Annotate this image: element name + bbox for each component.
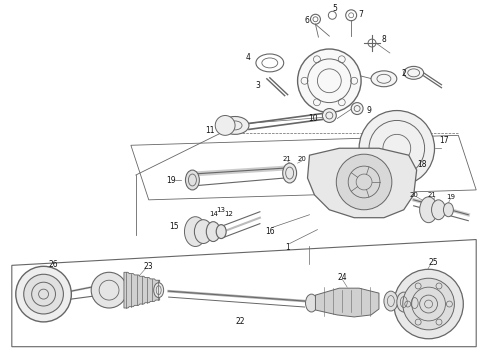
Text: 1: 1 (285, 243, 290, 252)
Circle shape (215, 116, 235, 135)
Ellipse shape (408, 293, 421, 313)
Ellipse shape (432, 200, 445, 220)
Circle shape (91, 272, 127, 308)
Text: 17: 17 (440, 136, 449, 145)
Ellipse shape (443, 203, 453, 217)
Polygon shape (308, 148, 416, 218)
Text: 25: 25 (429, 258, 439, 267)
Text: 3: 3 (255, 81, 260, 90)
Text: 22: 22 (235, 318, 245, 327)
Ellipse shape (221, 117, 249, 134)
Ellipse shape (216, 225, 226, 239)
Ellipse shape (154, 283, 164, 298)
Text: 23: 23 (144, 262, 153, 271)
Text: 7: 7 (359, 10, 364, 19)
Ellipse shape (206, 222, 220, 242)
Circle shape (16, 266, 72, 322)
Text: 9: 9 (367, 106, 371, 115)
Polygon shape (124, 272, 160, 308)
Ellipse shape (184, 217, 206, 247)
Text: 21: 21 (282, 156, 291, 162)
Text: 11: 11 (205, 126, 215, 135)
Ellipse shape (384, 291, 398, 311)
Ellipse shape (404, 66, 424, 79)
Ellipse shape (283, 163, 296, 183)
Circle shape (351, 103, 363, 114)
Text: 18: 18 (417, 159, 426, 168)
Ellipse shape (306, 294, 318, 312)
Circle shape (359, 111, 435, 186)
Text: 5: 5 (332, 4, 337, 13)
Ellipse shape (397, 292, 411, 312)
Circle shape (403, 278, 454, 330)
Text: 24: 24 (338, 273, 347, 282)
Circle shape (24, 274, 63, 314)
Text: 20: 20 (297, 156, 306, 162)
Circle shape (322, 109, 336, 122)
Text: 15: 15 (169, 222, 178, 231)
Text: 4: 4 (245, 53, 250, 62)
Text: 20: 20 (409, 192, 418, 198)
Circle shape (297, 49, 361, 113)
Ellipse shape (419, 197, 438, 223)
Text: 13: 13 (217, 207, 226, 213)
Ellipse shape (195, 220, 212, 243)
Text: 21: 21 (427, 192, 436, 198)
Text: 12: 12 (225, 211, 234, 217)
Text: 16: 16 (265, 227, 274, 236)
Text: 2: 2 (401, 69, 406, 78)
Text: 14: 14 (209, 211, 218, 217)
Text: 8: 8 (382, 35, 386, 44)
Text: 19: 19 (166, 176, 175, 185)
Text: 10: 10 (309, 114, 318, 123)
Text: 6: 6 (304, 16, 309, 25)
Text: 26: 26 (49, 260, 58, 269)
Polygon shape (316, 288, 379, 317)
Circle shape (336, 154, 392, 210)
Circle shape (394, 269, 464, 339)
Text: 19: 19 (446, 194, 455, 200)
Ellipse shape (185, 170, 199, 190)
Ellipse shape (371, 71, 397, 87)
